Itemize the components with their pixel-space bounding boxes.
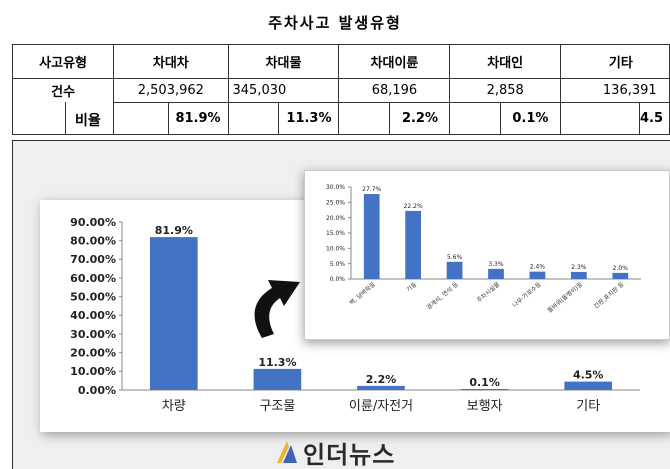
data-label: 2.2% [366,373,397,386]
page-title: 주차사고 발생유형 [268,14,402,32]
y-tick-label: 20.0% [326,215,345,222]
x-tick-label: 이륜/자전거 [349,399,413,414]
data-label: 5.6% [447,254,463,261]
data-label: 22.2% [404,203,423,210]
bar [363,194,380,279]
ratio-cell: 0.1% [449,102,561,135]
y-tick-label: 10.00% [70,365,116,378]
main-chart-svg: 0.00% 10.00% 20.00% 30.00% 40.00% 50.00% 60.00… [70,216,640,414]
inset-chart-svg: 0.0% 5.0% 10.0% 15.0% 20.0% 25.0% 30.0% 27.7% 벽,… [326,184,641,314]
x-tick-label: 돌바위(돌멩이)등 [546,280,585,314]
bar [460,389,509,390]
ratio-cell: 4.5 [559,102,670,135]
data-label: 11.3% [258,356,296,369]
y-tick-label: 0.00% [78,384,116,397]
bar [405,210,422,279]
bar [564,381,613,390]
x-tick-label: 벽, 담벼락등 [348,280,378,307]
logo-icon [277,441,297,463]
bar [570,271,587,279]
count-label: 건수 [11,78,115,103]
header-cell: 차대물 [227,44,340,79]
table-row: 비율 81.9% 11.3% 2.2% 0.1% 4.5 [11,101,670,135]
bar [357,385,405,390]
ratio-label-cell: 비율 [11,101,115,135]
y-tick-label: 30.0% [326,184,345,191]
y-tick-label: 10.0% [326,245,345,252]
ratio-value: 2.2% [389,102,449,135]
y-tick-label: 90.00% [70,216,116,229]
y-tick-label: 30.00% [70,328,116,341]
y-tick-label: 0.0% [330,276,346,283]
y-tick-label: 80.00% [70,235,116,248]
data-label: 2.4% [530,264,546,271]
data-label: 3.3% [488,261,504,268]
data-label: 4.5% [573,369,604,382]
ratio-label: 비율 [75,112,101,129]
bar [488,268,504,279]
header-cell: 기타 [559,44,670,79]
x-tick-label: 경계석, 연석 등 [425,280,460,311]
ratio-value: 4.5 [639,102,669,135]
x-tick-label: 나무·가로수등 [511,280,543,309]
y-tick-label: 20.00% [70,347,116,360]
x-tick-label: 주차시설물 [475,280,502,304]
header-cell: 차대인 [449,44,561,79]
x-tick-label: 간판,표지판 등 [592,280,626,310]
ratio-cell: 11.3% [227,102,340,135]
ratio-cell: 2.2% [338,102,451,135]
watermark-logo: 인더뉴스 [275,436,396,469]
data-label: 2.3% [571,264,587,271]
x-tick-label: 구조물 [259,399,295,414]
data-label: 27.7% [362,186,381,193]
bar [612,272,629,279]
count-cell: 136,391 [559,78,670,103]
accident-type-table: 사고유형 차대차 차대물 차대이륜 차대인 기타 건수 2,503,962 34… [11,44,670,135]
y-tick-label: 60.00% [70,272,116,285]
x-tick-label: 기타 [576,399,600,414]
table-header-row: 사고유형 차대차 차대물 차대이륜 차대인 기타 [11,44,670,79]
data-label: 81.9% [155,224,193,237]
table-row: 건수 2,503,962 345,030 68,196 2,858 136,39… [11,78,670,103]
header-cell: 사고유형 [11,44,115,79]
count-cell: 2,858 [449,78,561,103]
y-tick-label: 5.0% [330,261,346,268]
inset-chart: 0.0% 5.0% 10.0% 15.0% 20.0% 25.0% 30.0% 27.7% 벽,… [304,170,670,340]
header-cell: 차대차 [113,44,229,79]
y-tick-label: 15.0% [326,230,345,237]
count-cell: 345,030 [227,78,340,103]
ratio-value: 81.9% [167,102,228,135]
bar [529,271,546,279]
header-cell: 차대이륜 [338,44,451,79]
y-tick-label: 40.00% [70,309,116,322]
bar [446,261,463,279]
y-tick-label: 70.00% [70,253,116,266]
y-tick-label: 25.0% [326,199,345,206]
x-tick-label: 기둥 [405,280,419,294]
ratio-value: 11.3% [278,102,338,135]
x-tick-label: 보행자 [467,398,503,414]
ratio-cell: 81.9% [113,102,229,135]
y-tick-label: 50.00% [70,291,116,304]
bar [149,237,198,390]
ratio-value: 0.1% [499,102,560,135]
count-cell: 2,503,962 [113,78,229,103]
x-tick-label: 차량 [162,399,186,414]
bar [253,368,302,390]
count-cell: 68,196 [338,78,451,103]
data-label: 2.0% [613,265,629,272]
data-label: 0.1% [469,376,500,389]
watermark-text: 인더뉴스 [303,440,396,469]
